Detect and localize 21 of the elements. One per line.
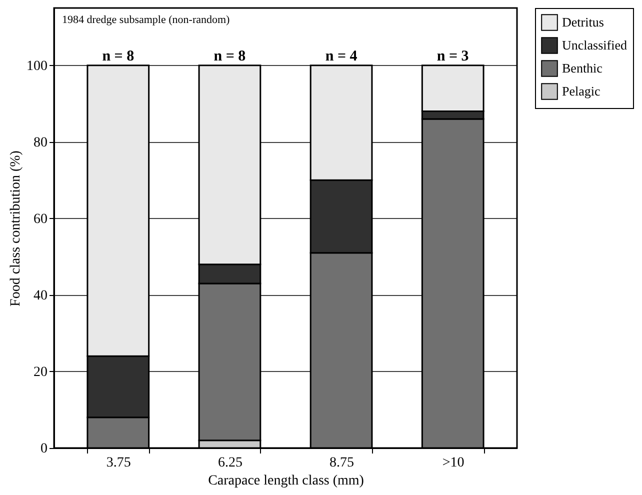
y-tick-label: 60	[34, 212, 48, 227]
x-axis-title: Carapace length class (mm)	[208, 474, 364, 488]
legend-label: Detritus	[562, 14, 604, 30]
y-tick-label: 0	[40, 442, 48, 456]
y-tick-label: 80	[34, 135, 48, 150]
legend-label: Pelagic	[562, 84, 600, 98]
y-tick-label: 40	[34, 288, 48, 304]
y-tick-label: 100	[26, 58, 48, 74]
y-axis-title: Food class contribution (%)	[8, 150, 24, 306]
annotation: n = 3	[436, 48, 469, 64]
x-tick-label: 8.75	[330, 456, 354, 470]
annotation: n = 8	[102, 48, 134, 64]
annotation: n = 8	[214, 48, 246, 64]
x-tick-label: 6.25	[218, 456, 242, 470]
y-tick-label: 20	[34, 364, 48, 380]
x-tick-label: >10	[442, 456, 464, 470]
annotation: 1984 dredge subsample (non-random)	[62, 14, 230, 26]
annotation: n = 4	[325, 48, 358, 64]
x-tick-label: 3.75	[106, 456, 131, 470]
legend-label: Unclassified	[562, 38, 628, 52]
legend-label: Benthic	[562, 60, 603, 76]
